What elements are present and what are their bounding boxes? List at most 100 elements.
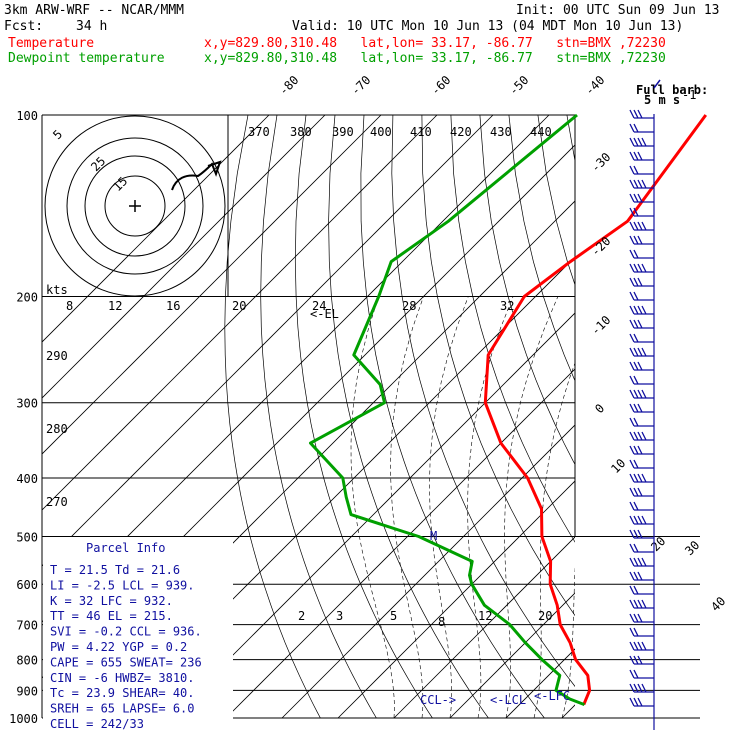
parcel-row: CIN = -6 HWBZ= 3810. — [50, 671, 195, 685]
isotherm-label: -50 — [506, 73, 531, 98]
pressure-label: 1000 — [9, 712, 38, 726]
wind-barb — [629, 375, 654, 385]
annotation-kts: kts — [46, 283, 68, 297]
wind-barb — [629, 193, 654, 203]
temperature-location: x,y=829.80,310.48 lat,lon= 33.17, -86.77… — [204, 36, 666, 51]
mixing-ratio-label: 5 — [390, 609, 397, 623]
model-title: 3km ARW-WRF -- NCAR/MMM — [4, 3, 185, 18]
wind-barb — [629, 487, 654, 497]
theta-label: 430 — [490, 125, 512, 139]
moist-adiabat — [618, 297, 737, 719]
moist-adiabat — [429, 296, 469, 718]
wind-barb — [629, 557, 654, 567]
wind-barb — [629, 361, 654, 371]
wind-barb — [629, 585, 654, 595]
wind-barb — [629, 123, 654, 133]
theta-label: 370 — [248, 125, 270, 139]
dry-adiabat — [479, 115, 575, 466]
mixing-ratio-label: 20 — [538, 609, 552, 623]
wind-barb — [629, 277, 654, 287]
temperature-line — [483, 114, 708, 706]
wind-barb — [629, 403, 654, 413]
isotherm-line — [42, 115, 494, 567]
wind-barb — [629, 165, 654, 175]
isotherm-label: -80 — [276, 73, 301, 98]
wind-barb — [629, 221, 654, 231]
parcel-row: K = 32 LFC = 932. — [50, 594, 173, 608]
moist-adiabat — [533, 362, 575, 718]
wind-barb — [629, 459, 654, 469]
wind-barb — [629, 431, 654, 441]
wind-barb — [629, 179, 654, 189]
wind-barb — [629, 697, 654, 707]
isotherm-label: -30 — [588, 150, 613, 175]
moist-adiabat — [590, 297, 692, 719]
hodograph-ring — [104, 175, 166, 237]
isotherm-label: -70 — [348, 73, 373, 98]
pressure-label: 500 — [16, 530, 38, 544]
moist-adiabat — [646, 297, 740, 719]
mixing-ratio-label: 3 — [336, 609, 343, 623]
temperature-legend: Temperature — [8, 36, 95, 51]
theta-label: 400 — [370, 125, 392, 139]
isotherm-line — [393, 536, 575, 718]
isotherm-line — [730, 115, 740, 718]
wind-barb — [629, 333, 654, 343]
parcel-row: Tc = 23.9 SHEAR= 40. — [50, 686, 195, 700]
wind-barb — [629, 389, 654, 399]
pressure-label: 300 — [16, 397, 38, 411]
annotation-el: <-EL — [310, 307, 339, 321]
upper-axis-label: 28 — [402, 299, 416, 313]
isotherm-line — [337, 480, 575, 718]
parcel-row: SREH = 65 LAPSE= 6.0 — [50, 702, 195, 716]
wind-barb — [629, 417, 654, 427]
dry-adiabat — [654, 115, 740, 718]
theta-label: 420 — [450, 125, 472, 139]
hodograph-ring — [66, 137, 204, 275]
dry-adiabat — [683, 115, 740, 718]
wind-barb — [629, 109, 654, 119]
dewpoint-legend: Dewpoint temperature — [8, 51, 165, 66]
wind-barb — [629, 543, 654, 553]
theta-label: 440 — [530, 125, 552, 139]
isotherm-label: -10 — [588, 313, 613, 338]
isotherm-line — [561, 704, 575, 718]
valid-time: Valid: 10 UTC Mon 10 Jun 13 (04 MDT Mon … — [292, 19, 684, 34]
wind-barb — [629, 151, 654, 161]
dry-adiabat — [360, 115, 545, 718]
isotherm-line — [42, 115, 438, 511]
pressure-label: 600 — [16, 578, 38, 592]
forecast-hour: 34 h — [76, 19, 108, 34]
pressure-label: 900 — [16, 684, 38, 698]
mixing-ratio-label: 8 — [438, 615, 445, 629]
theta-left-label: 280 — [46, 422, 68, 436]
mixing-ratio-label: 12 — [478, 609, 492, 623]
dry-adiabat — [712, 115, 740, 718]
dewpoint-location: x,y=829.80,310.48 lat,lon= 33.17, -86.77… — [204, 51, 666, 66]
wind-barb — [629, 291, 654, 301]
wind-barb — [629, 137, 654, 147]
wind-barb — [629, 473, 654, 483]
hodograph-ring-label: 25 — [88, 154, 108, 174]
isotherm-label: -40 — [582, 73, 607, 98]
dry-adiabat — [625, 115, 740, 718]
full-barb-exponent: -1 — [682, 88, 696, 102]
annotation-ccl: CCL-> — [420, 693, 456, 707]
wind-barbs: Full barb:5 m s -1 — [629, 79, 708, 730]
isotherm-line — [42, 115, 270, 343]
isotherm-line — [674, 115, 740, 718]
wind-barb — [629, 669, 654, 679]
wind-barb — [629, 501, 654, 511]
annotation-lfc: <-LFC — [534, 689, 570, 703]
theta-label: 390 — [332, 125, 354, 139]
theta-label: 380 — [290, 125, 312, 139]
wind-barb — [629, 599, 654, 609]
hodograph-ring-label: 5 — [50, 127, 65, 142]
wind-barb — [629, 529, 654, 539]
dry-adiabat — [260, 115, 377, 718]
hodograph-ring — [84, 155, 186, 257]
wind-barb — [629, 627, 654, 637]
upper-axis-label: 12 — [108, 299, 122, 313]
profile-layer — [309, 113, 708, 707]
